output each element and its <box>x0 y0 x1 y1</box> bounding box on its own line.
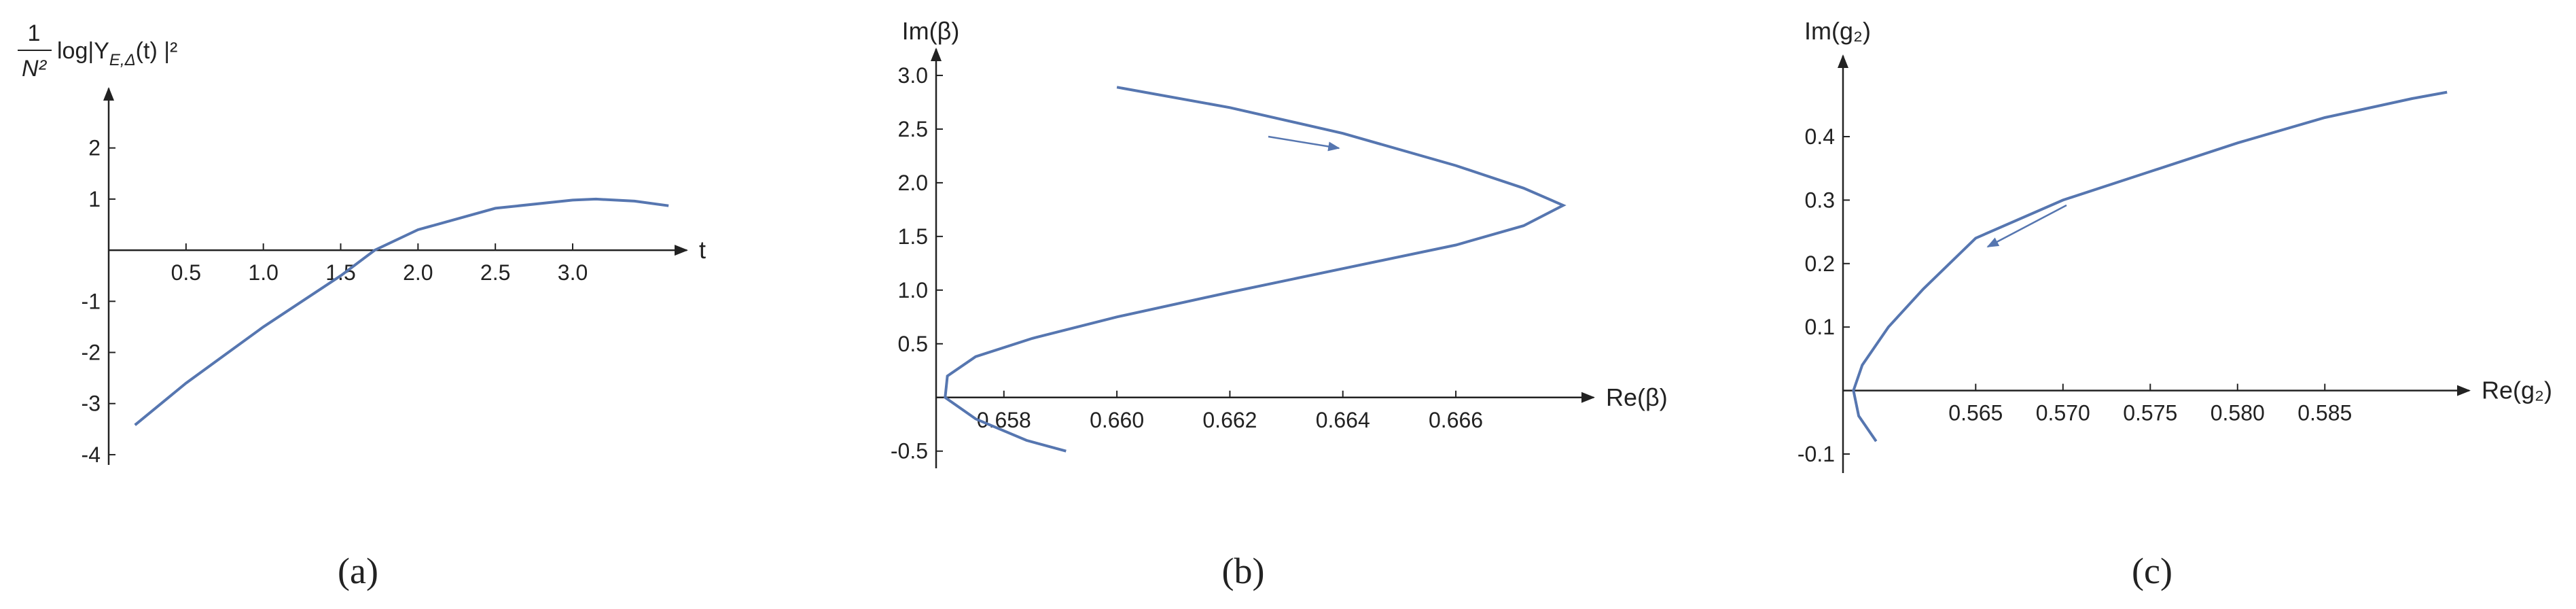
y-label-numerator: 1 <box>28 20 41 46</box>
y-axis-label: log|YE,Δ(t) |² <box>57 38 177 69</box>
x-tick-label: 0.585 <box>2297 401 2352 425</box>
y-tick-label: 1.5 <box>898 224 928 249</box>
x-tick-label: 0.565 <box>1948 401 2003 425</box>
x-tick-label: 0.580 <box>2211 401 2265 425</box>
caption: (a) <box>338 551 378 591</box>
x-tick-label: 0.575 <box>2123 401 2177 425</box>
y-tick-label: 2.5 <box>898 117 928 141</box>
x-tick-label: 1.0 <box>248 260 278 285</box>
y-tick-label: 3.0 <box>898 63 928 88</box>
y-label-text: log|Y <box>57 38 109 64</box>
x-tick-label: 0.662 <box>1202 408 1257 432</box>
y-tick-label: -3 <box>82 392 101 416</box>
y-tick-label: 0.3 <box>1805 188 1835 212</box>
y-tick-label: 2.0 <box>898 171 928 195</box>
x-tick-label: 0.660 <box>1090 408 1144 432</box>
x-tick-label: 0.570 <box>2036 401 2090 425</box>
direction-arrow <box>1986 204 2067 248</box>
y-tick-label: 1.0 <box>898 278 928 302</box>
x-tick-label: 0.658 <box>977 408 1031 432</box>
y-tick-label: -2 <box>82 341 101 365</box>
y-tick-label: 0.5 <box>898 332 928 356</box>
y-label-denominator: N² <box>22 56 48 82</box>
curve <box>1852 90 2448 442</box>
x-tick-label: 2.0 <box>403 260 433 285</box>
curve <box>944 86 1567 453</box>
x-tick-label: 3.0 <box>558 260 588 285</box>
y-tick-label: -0.5 <box>891 439 928 464</box>
y-tick-label: 2 <box>88 136 101 160</box>
x-tick-label: 0.5 <box>171 260 201 285</box>
direction-arrow <box>1268 135 1340 152</box>
x-axis-label: t <box>699 236 706 264</box>
y-label-subscript: E,Δ <box>109 51 136 69</box>
caption: (b) <box>1222 551 1265 591</box>
x-axis-label: Re(g₂) <box>2482 377 2552 404</box>
y-axis-label: Im(β) <box>902 17 960 45</box>
curve <box>134 197 669 426</box>
y-tick-label: -4 <box>82 442 101 467</box>
y-tick-label: 0.2 <box>1805 251 1835 276</box>
x-tick-label: 2.5 <box>480 260 510 285</box>
caption: (c) <box>2132 551 2172 591</box>
y-label-suffix: (t) |² <box>136 38 178 64</box>
x-tick-label: 0.666 <box>1429 408 1483 432</box>
y-tick-label: 0.4 <box>1805 124 1835 149</box>
y-tick-label: -0.1 <box>1797 442 1835 466</box>
y-axis-label: Im(g₂) <box>1804 17 1871 45</box>
x-tick-label: 0.664 <box>1316 408 1370 432</box>
x-axis-label: Re(β) <box>1606 383 1668 411</box>
y-tick-label: 1 <box>88 187 101 211</box>
y-tick-label: -1 <box>82 289 101 313</box>
y-tick-label: 0.1 <box>1805 315 1835 339</box>
